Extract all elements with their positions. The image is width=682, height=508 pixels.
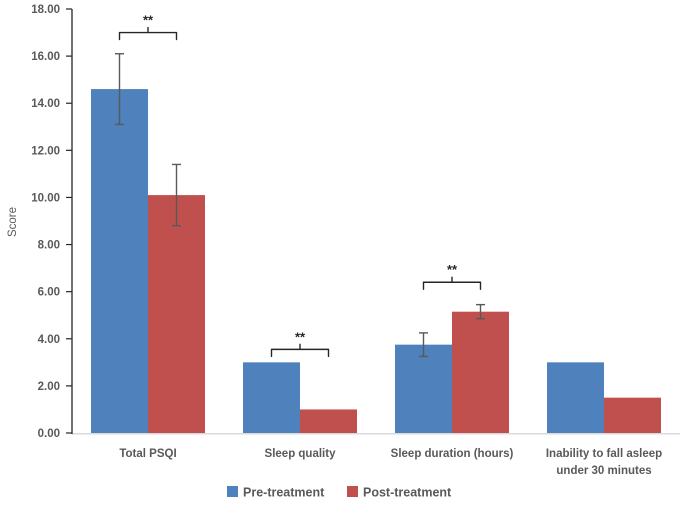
y-tick-label: 12.00 — [31, 145, 60, 157]
bar-pre-treatment-0 — [91, 89, 148, 433]
labels-layer: 0.00 2.00 4.00 6.00 8.00 10.00 12.00 14.00 16.00… — [31, 4, 662, 477]
x-category-label: Inability to fall asleep under 30 minutes — [546, 448, 662, 477]
bar-pre-treatment-3 — [547, 362, 604, 433]
significance-bracket — [118, 26, 178, 41]
bar-post-treatment-0 — [148, 195, 205, 433]
bar-pre-treatment-2 — [395, 344, 452, 433]
x-category-label: Sleep duration (hours) — [391, 448, 514, 460]
x-category-label: Total PSQI — [119, 448, 176, 460]
y-tick-label: 6.00 — [38, 287, 60, 299]
significance-label: ** — [295, 329, 306, 344]
significance-layer: ** ** ** — [118, 13, 482, 358]
legend-swatch-pre-treatment — [227, 486, 238, 497]
significance-label: ** — [143, 13, 154, 28]
bar-post-treatment-3 — [604, 397, 661, 433]
legend-label-pre-treatment: Pre-treatment — [243, 486, 325, 500]
y-tick-label: 2.00 — [38, 381, 60, 393]
legend-label-post-treatment: Post-treatment — [363, 486, 452, 500]
bars-layer — [91, 89, 661, 433]
bar-post-treatment-1 — [300, 409, 357, 433]
significance-label: ** — [447, 262, 458, 277]
y-tick-label: 0.00 — [38, 428, 60, 440]
legend-swatch-post-treatment — [347, 486, 358, 497]
axes-layer — [66, 8, 680, 435]
y-tick-label: 14.00 — [31, 98, 60, 110]
x-category-label: Sleep quality — [265, 448, 337, 460]
y-tick-label: 4.00 — [38, 334, 60, 346]
error-bars-layer — [115, 53, 485, 358]
bar-pre-treatment-1 — [243, 362, 300, 433]
significance-bracket — [422, 276, 482, 290]
significance-bracket — [270, 343, 330, 358]
y-tick-label: 16.00 — [31, 51, 60, 63]
y-tick-label: 10.00 — [31, 192, 60, 204]
bar-post-treatment-2 — [452, 311, 509, 433]
legend: Pre-treatment Post-treatment — [227, 486, 452, 500]
y-tick-label: 18.00 — [31, 4, 60, 16]
y-axis-title: Score — [7, 207, 19, 237]
y-tick-label: 8.00 — [38, 240, 60, 252]
